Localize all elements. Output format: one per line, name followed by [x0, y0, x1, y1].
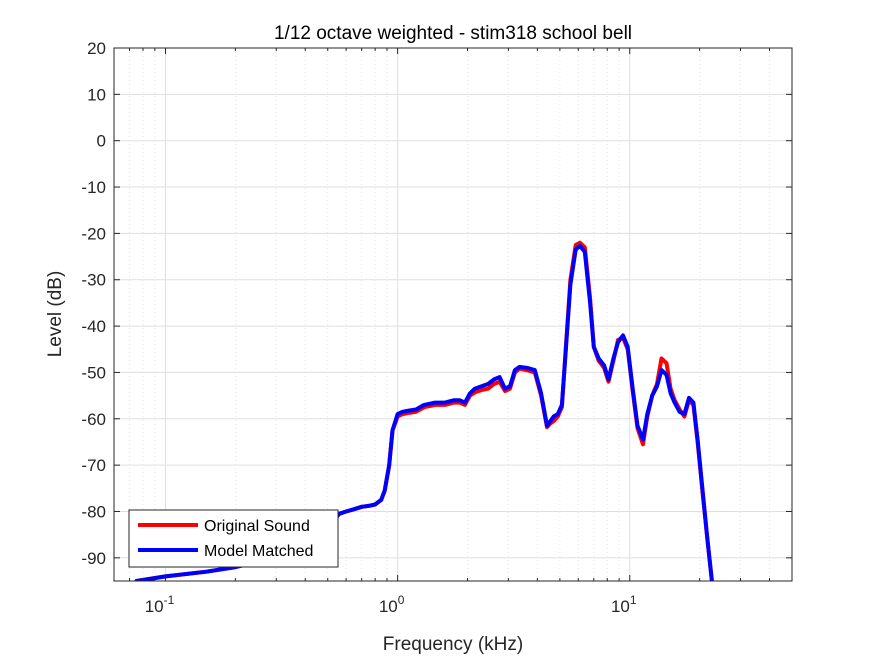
y-tick-label: 20	[87, 39, 106, 58]
ticks	[113, 47, 793, 581]
y-tick-label: -60	[81, 410, 106, 429]
legend-label-original-sound: Original Sound	[204, 518, 310, 535]
y-tick-label: -50	[81, 363, 106, 382]
y-tick-label: 10	[87, 85, 106, 104]
plot-area-background	[114, 48, 792, 581]
y-tick-label: -90	[81, 549, 106, 568]
x-tick-label: 10-1	[145, 593, 175, 616]
chart-title: 1/12 octave weighted - stim318 school be…	[274, 23, 632, 44]
series-line-model-matched	[134, 243, 714, 581]
y-tick-label: -20	[81, 224, 106, 243]
legend: Original Sound Model Matched	[128, 509, 339, 568]
y-tick-label: -80	[81, 502, 106, 521]
x-tick-label: 100	[379, 593, 405, 616]
y-tick-label: -40	[81, 317, 106, 336]
x-tick-labels: 10-1 100 101	[145, 593, 637, 616]
grid	[113, 47, 793, 581]
series-layer	[134, 240, 714, 581]
y-tick-label: -70	[81, 456, 106, 475]
y-tick-label: 0	[97, 132, 106, 151]
legend-box	[128, 509, 339, 568]
legend-label-model-matched: Model Matched	[204, 543, 313, 560]
y-tick-label: -30	[81, 271, 106, 290]
x-tick-label: 101	[611, 593, 637, 616]
y-tick-labels: 20 10 0 -10 -20 -30 -40 -50 -60 -70 -80 -90	[81, 39, 106, 568]
plot-frame	[113, 47, 793, 582]
x-axis-label: Frequency (kHz)	[383, 634, 523, 655]
y-axis-label: Level (dB)	[45, 271, 66, 358]
y-tick-label: -10	[81, 178, 106, 197]
